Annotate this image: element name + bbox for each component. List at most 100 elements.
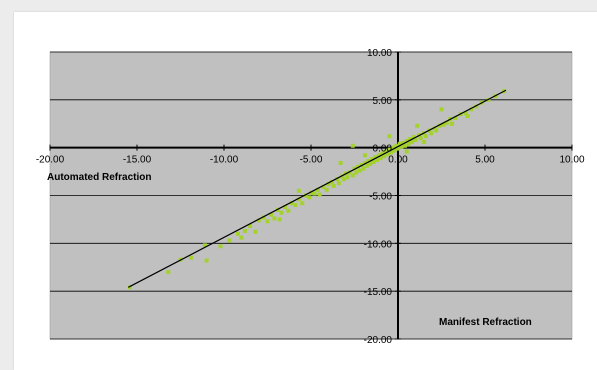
data-point (342, 177, 347, 182)
data-point (390, 145, 395, 150)
x-axis-title: Automated Refraction (47, 172, 151, 183)
data-point (406, 141, 411, 146)
y-axis-title: Manifest Refraction (439, 317, 532, 328)
data-point (279, 210, 284, 215)
data-point (441, 122, 446, 127)
data-point (444, 120, 449, 125)
data-point (307, 195, 312, 200)
data-point (289, 201, 294, 206)
data-point (368, 161, 373, 166)
y-tick-label: 10.00 (367, 48, 392, 59)
x-tick-label: -20.00 (36, 155, 65, 166)
y-tick-label: -20.00 (364, 335, 393, 346)
data-point (449, 121, 454, 126)
y-tick-label: -10.00 (364, 239, 393, 250)
y-tick-label: 5.00 (373, 96, 393, 107)
data-point (296, 188, 301, 193)
data-point (253, 229, 258, 234)
data-point (317, 192, 322, 197)
data-point (373, 155, 378, 160)
data-point (396, 146, 400, 151)
data-point (218, 244, 223, 249)
data-point (361, 166, 366, 171)
data-point (338, 160, 343, 165)
data-point (371, 160, 376, 165)
data-point (188, 255, 193, 260)
data-point (375, 158, 380, 163)
data-point (357, 168, 362, 173)
data-point (415, 123, 420, 128)
data-point (413, 138, 418, 143)
data-point (235, 231, 240, 236)
trendline (128, 89, 507, 288)
data-point (326, 182, 331, 187)
data-point (277, 217, 282, 222)
data-point (387, 147, 392, 152)
data-point (262, 215, 267, 220)
data-point (463, 111, 468, 116)
data-point (392, 148, 397, 153)
data-point (359, 162, 364, 167)
data-point (354, 170, 359, 175)
data-point (418, 136, 423, 141)
x-tick-label: 5.00 (475, 155, 495, 166)
data-point (437, 123, 442, 128)
data-point (394, 143, 399, 148)
data-point (128, 285, 133, 290)
data-point (397, 141, 402, 146)
data-point (404, 149, 409, 154)
x-tick-label: -5.00 (300, 155, 323, 166)
data-point (227, 238, 232, 243)
x-tick-label: 10.00 (559, 155, 584, 166)
data-point (382, 154, 387, 159)
data-point (345, 175, 350, 180)
data-point (166, 270, 171, 275)
data-point (336, 181, 341, 186)
data-point (335, 177, 340, 182)
data-point (315, 187, 320, 192)
data-point (362, 160, 367, 165)
data-point (422, 139, 427, 144)
data-point (389, 150, 394, 155)
data-point (409, 139, 414, 144)
x-tick-label: 0.00 (388, 155, 408, 166)
data-point (366, 159, 371, 164)
data-point (423, 134, 428, 139)
data-point (350, 173, 355, 178)
data-point (362, 153, 367, 158)
data-point (474, 104, 479, 109)
data-point (385, 152, 390, 157)
tick-labels: -20.00 -15.00 -10.00 -5.00 0.00 5.00 10.00 10.0… (36, 48, 585, 346)
data-point (350, 143, 355, 148)
data-point (293, 203, 298, 208)
data-point (248, 224, 253, 229)
data-point (321, 184, 326, 189)
data-point (387, 134, 392, 139)
data-point (465, 114, 470, 119)
data-point (369, 157, 374, 162)
data-point (399, 144, 404, 149)
x-tick-label: -15.00 (123, 155, 152, 166)
data-point (469, 107, 474, 112)
data-point (300, 201, 305, 206)
y-tick-label: -15.00 (364, 287, 393, 298)
data-point (429, 131, 434, 136)
data-point (239, 235, 244, 240)
data-point (378, 156, 383, 161)
data-point (242, 228, 247, 233)
data-point (265, 219, 270, 224)
data-point (296, 197, 301, 202)
data-point (380, 151, 385, 156)
data-point (312, 191, 317, 196)
data-point (340, 174, 345, 179)
data-point (282, 204, 287, 209)
data-point (434, 128, 439, 133)
data-point (324, 187, 329, 192)
data-point (329, 180, 334, 185)
data-point (202, 243, 207, 248)
data-point (256, 218, 261, 223)
data-point (404, 138, 409, 143)
data-point (408, 137, 413, 142)
data-point (402, 143, 407, 148)
